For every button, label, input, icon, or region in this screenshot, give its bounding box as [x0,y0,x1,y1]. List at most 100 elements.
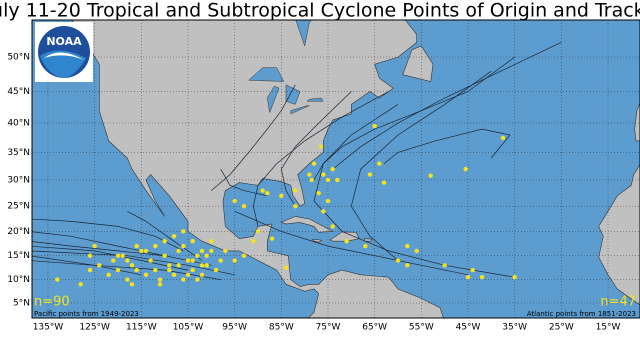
landmass [71,20,444,318]
origin-point [162,238,167,244]
origin-point [190,238,195,244]
origin-point [199,263,205,268]
origin-point [318,144,324,149]
origin-point [325,198,331,204]
origin-point [209,248,214,254]
atlantic-count: n=47 [600,295,636,310]
lat-label: 30°N [7,175,30,185]
lon-label: 35°W [502,323,527,333]
origin-point [500,135,506,141]
landmass [402,45,434,82]
track [32,255,142,276]
origin-point [181,229,186,234]
origin-point [143,272,149,278]
origin-point [316,191,321,196]
origin-point [134,267,139,273]
origin-point [283,265,289,270]
track [313,104,515,278]
lon-label: 25°W [549,323,574,333]
origin-point [344,238,349,244]
origin-point [465,275,471,280]
logo-wave [40,50,86,78]
lon-label: 125°W [79,323,110,333]
origin-point [125,277,130,282]
origin-point [115,253,121,258]
track [220,168,268,197]
track [252,91,389,227]
origin-point [395,258,401,263]
logo-text: NOAA [46,35,82,48]
origin-point [442,263,447,268]
origin-point [293,203,298,209]
origin-point [479,275,485,280]
origin-point [115,267,121,273]
lon-label: 135°W [33,323,64,333]
origin-point [204,253,209,258]
origin-point [139,248,144,254]
lon-label: 95°W [222,323,247,333]
atlantic-note: Atlantic points from 1851-2023 [527,310,636,318]
pacific-count: n=90 [34,295,70,310]
points [55,123,517,287]
track [127,210,203,261]
origin-point [153,243,158,249]
lat-label: 20°N [7,227,30,237]
origin-point [311,161,317,166]
noaa-logo: NOAA [35,22,93,82]
lon-label: 75°W [316,323,341,333]
origin-point [321,209,326,214]
origin-point [129,282,135,287]
lat-label: 40°N [7,119,30,129]
origin-point [405,263,410,268]
origin-point [377,161,382,166]
origin-point [232,198,237,204]
origin-point [330,224,335,229]
origin-point [134,243,139,249]
lat-label: 5°N [13,299,30,309]
origin-point [148,258,153,263]
origin-point [381,180,387,185]
lon-label: 85°W [269,323,294,333]
origin-point [157,282,163,287]
land [71,20,640,318]
origin-point [218,258,223,263]
origin-point [309,177,314,183]
origin-point [232,258,237,263]
logo-gull [44,52,84,60]
origin-point [181,277,186,282]
title: July 11-20 Tropical and Subtropical Cycl… [0,0,640,22]
lat-label: 50°N [7,53,30,63]
track [32,250,235,276]
origin-point [171,234,177,239]
origin-point [87,267,93,273]
track [234,210,469,276]
lat-label: 10°N [7,275,30,285]
lat-label: 35°N [7,148,30,158]
lon-label: 115°W [126,323,157,333]
origin-point [307,172,312,177]
origin-point [241,253,247,258]
lon-label: 55°W [409,323,434,333]
origin-point [162,253,167,258]
origin-point [265,191,270,196]
origin-point [330,166,335,172]
origin-point [470,267,475,273]
origin-point [414,248,419,254]
origin-point [195,277,200,282]
origin-point [92,243,97,249]
landmass [634,102,640,142]
origin-point [176,248,181,254]
origin-point [260,188,265,193]
origin-point [405,243,410,249]
origin-point [428,173,433,178]
origin-point [199,248,205,254]
track [350,70,492,261]
lon-label: 45°W [456,323,481,333]
origin-point [97,263,102,268]
lon-label: 105°W [173,323,204,333]
origin-point [153,267,158,273]
origin-point [213,267,219,273]
landmass [311,238,323,243]
lat-label: 45°N [7,87,30,97]
origin-point [463,166,468,172]
